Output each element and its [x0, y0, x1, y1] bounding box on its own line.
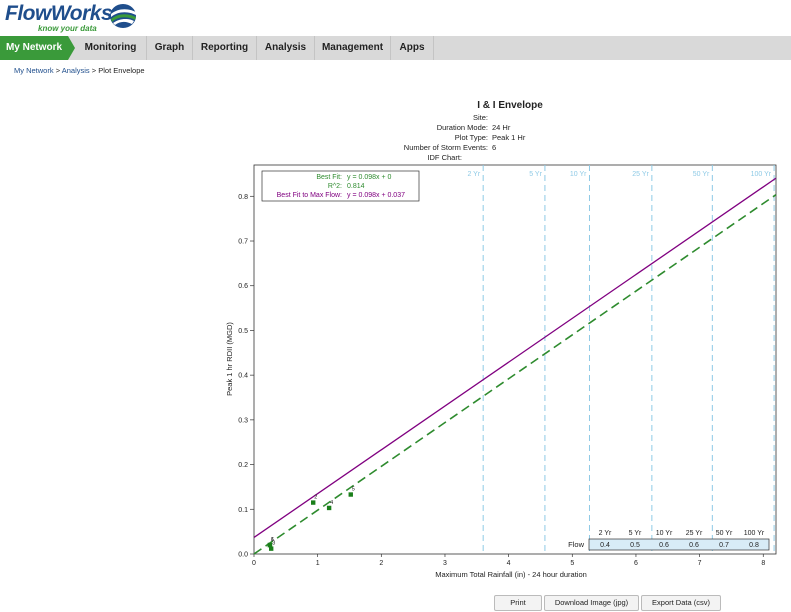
best-fit-value: y = 0.098x + 0	[347, 174, 391, 181]
idf-line-label: 100 Yr	[751, 171, 772, 178]
idf-value-25yr: 0.6	[689, 542, 699, 549]
idf-line-label: 25 Yr	[632, 171, 649, 178]
x-axis-label: Maximum Total Rainfall (in) - 24 hour du…	[435, 570, 587, 579]
idf-header-2yr: 2 Yr	[599, 530, 612, 537]
breadcrumb-separator: >	[91, 66, 97, 75]
nav-my-network[interactable]: My Network	[0, 36, 68, 60]
idf-values-row	[588, 538, 770, 551]
data-point-label: 6	[271, 537, 274, 543]
idf-line-label: 5 Yr	[529, 171, 542, 178]
nav-management[interactable]: Management	[315, 36, 391, 60]
fit-lines	[253, 177, 777, 555]
site-label: Site:	[472, 113, 488, 122]
x-tick-label: 7	[698, 560, 702, 567]
nav-monitoring[interactable]: Monitoring	[75, 36, 147, 60]
storm-events-value: 6	[492, 143, 497, 152]
idf-header-5yr: 5 Yr	[629, 530, 642, 537]
idf-value-10yr: 0.6	[659, 542, 669, 549]
idf-lines: 2 Yr 5 Yr 10 Yr 25 Yr 50 Yr 100 Yr	[467, 165, 775, 554]
idf-line-label: 50 Yr	[693, 171, 710, 178]
nav-reporting[interactable]: Reporting	[193, 36, 257, 60]
r2-label: R^2:	[328, 183, 342, 190]
idf-line-label: 2 Yr	[467, 171, 480, 178]
max-fit-label: Best Fit to Max Flow:	[277, 192, 342, 199]
y-tick-label: 0.8	[238, 194, 248, 201]
x-tick-label: 1	[316, 560, 320, 567]
y-tick-label: 0.1	[238, 507, 248, 514]
nav-apps[interactable]: Apps	[391, 36, 434, 60]
x-tick-label: 0	[252, 560, 256, 567]
best-fit-label: Best Fit:	[316, 174, 342, 181]
idf-header-50yr: 50 Yr	[716, 530, 733, 537]
data-point	[348, 492, 353, 497]
best-fit-line	[253, 194, 777, 555]
globe-logo-icon	[110, 4, 136, 28]
chart-title: I & I Envelope	[477, 100, 543, 111]
idf-value-2yr: 0.4	[600, 542, 610, 549]
idf-value-5yr: 0.5	[630, 542, 640, 549]
plot-frame	[253, 164, 777, 555]
y-axis-label: Peak 1 hr RDII (MGD)	[225, 322, 234, 396]
y-tick-label: 0.4	[238, 373, 248, 380]
breadcrumb-analysis[interactable]: Analysis	[61, 66, 90, 75]
nav-analysis[interactable]: Analysis	[257, 36, 315, 60]
y-tick-label: 0.3	[238, 417, 248, 424]
idf-row-label: Flow	[568, 540, 584, 549]
data-point-label: 1	[271, 537, 274, 543]
y-tick-label: 0.6	[238, 283, 248, 290]
x-tick-label: 4	[507, 560, 511, 567]
idf-value-100yr: 0.8	[749, 542, 759, 549]
idf-header-25yr: 25 Yr	[686, 530, 703, 537]
brand-name: FlowWorks	[5, 2, 113, 25]
breadcrumb-current: Plot Envelope	[98, 66, 145, 75]
x-tick-label: 2	[379, 560, 383, 567]
data-point	[311, 500, 316, 505]
x-tick-label: 3	[443, 560, 447, 567]
x-tick-label: 8	[761, 560, 765, 567]
print-button[interactable]: Print	[494, 595, 542, 611]
max-fit-value: y = 0.098x + 0.037	[347, 192, 405, 199]
idf-header-10yr: 10 Yr	[656, 530, 673, 537]
axis-ticks: 0 1 2 3 4 5 6 7 8 0.0 0.1 0.2 0.3 0.4 0.5 0.6 0.7 0.8	[238, 194, 765, 567]
data-points: 1 2 3 4 5 6	[267, 487, 355, 551]
breadcrumb: My Network > Analysis > Plot Envelope	[14, 66, 145, 75]
breadcrumb-my-network[interactable]: My Network	[14, 66, 54, 75]
data-point	[268, 546, 274, 551]
plot-type-label: Plot Type:	[454, 133, 488, 142]
idf-line-label: 10 Yr	[570, 171, 587, 178]
idf-value-50yr: 0.7	[719, 542, 729, 549]
fit-legend-box	[261, 170, 420, 202]
data-point-label: 3	[272, 541, 275, 547]
data-point	[267, 542, 273, 548]
brand-tagline: know your data	[38, 24, 97, 33]
y-tick-label: 0.5	[238, 328, 248, 335]
max-flow-fit-line	[253, 177, 777, 538]
duration-value: 24 Hr	[492, 123, 511, 132]
breadcrumb-separator: >	[55, 66, 61, 75]
main-nav: My Network Monitoring Graph Reporting An…	[0, 36, 791, 60]
idf-table: 2 Yr 5 Yr 10 Yr 25 Yr 50 Yr 100 Yr Flow …	[568, 530, 770, 551]
idf-chart-label: IDF Chart:	[427, 153, 462, 162]
data-point	[326, 505, 332, 511]
export-data-button[interactable]: Export Data (csv)	[641, 595, 721, 611]
top-bar: FlowWorks know your data	[0, 0, 791, 36]
download-image-button[interactable]: Download Image (jpg)	[544, 595, 639, 611]
nav-graph[interactable]: Graph	[147, 36, 193, 60]
storm-events-label: Number of Storm Events:	[403, 143, 488, 152]
plot-type-value: Peak 1 Hr	[492, 133, 526, 142]
duration-label: Duration Mode:	[436, 123, 488, 132]
idf-header-100yr: 100 Yr	[744, 530, 765, 537]
active-nav-arrow	[68, 36, 75, 60]
y-tick-label: 0.7	[238, 239, 248, 246]
y-tick-label: 0.2	[238, 462, 248, 469]
x-tick-label: 5	[570, 560, 574, 567]
r2-value: 0.814	[347, 183, 365, 190]
brand-logo[interactable]: FlowWorks know your data	[5, 2, 113, 33]
data-point-label: 4	[330, 500, 333, 506]
data-point-label: 2	[314, 495, 317, 501]
y-tick-label: 0.0	[238, 552, 248, 559]
x-tick-label: 6	[634, 560, 638, 567]
data-point-label: 5	[352, 487, 355, 493]
